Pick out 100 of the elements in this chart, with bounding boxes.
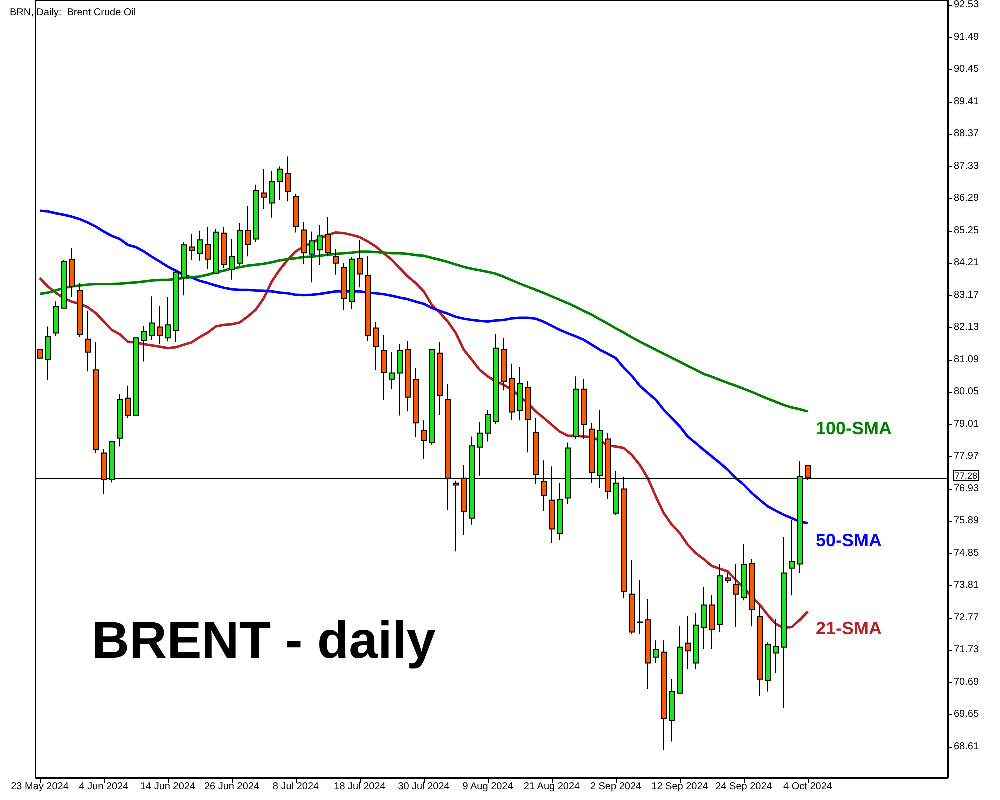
line-series (38, 210, 810, 525)
candlestick (501, 338, 507, 392)
candlestick (93, 342, 99, 454)
text: BRN, Daily: Brent Crude Oil (10, 8, 136, 18)
candlestick (637, 580, 643, 635)
candlestick (717, 564, 723, 633)
annotation: BRENT - daily (92, 612, 436, 670)
x-tick-label: 23 May 2024 (11, 782, 70, 792)
y-tick-label: 88.37 (954, 128, 980, 140)
y-tick-label: 70.69 (954, 676, 980, 688)
candlestick (189, 233, 195, 260)
x-tick-label: 26 Jun 2024 (204, 782, 260, 792)
series-label: 100-SMA (816, 418, 892, 439)
candlestick (77, 282, 83, 338)
candlestick (317, 224, 323, 266)
candlestick (221, 226, 227, 269)
candlestick (125, 385, 131, 419)
x-tick-label: 24 Sep 2024 (716, 782, 773, 792)
candlestick (781, 536, 787, 709)
candlestick (341, 262, 347, 312)
y-tick-label: 76.93 (954, 483, 980, 494)
candlestick (389, 352, 395, 390)
y-tick-label: 75.89 (954, 516, 980, 527)
candlestick (269, 170, 275, 218)
candlestick (557, 482, 563, 541)
y-tick-label: 83.17 (954, 290, 980, 301)
candlestick (357, 240, 363, 288)
candlestick (61, 260, 67, 309)
candlestick (293, 194, 299, 234)
series-label: 21-SMA (816, 618, 882, 639)
y-tick-label: 81.09 (954, 354, 980, 366)
candlestick (493, 334, 499, 425)
candlestick (733, 563, 739, 628)
y-tick-label: 89.41 (954, 96, 980, 108)
candlestick (725, 572, 731, 584)
candlestick (253, 184, 259, 243)
candlestick (509, 363, 515, 421)
y-tick-label: 80.05 (954, 386, 980, 398)
candlestick (661, 640, 667, 751)
candlestick (685, 616, 691, 670)
y-tick-label: 82.13 (954, 322, 980, 334)
candlestick (789, 519, 795, 596)
candlestick (397, 344, 403, 416)
x-tick-label: 8 Jul 2024 (272, 782, 320, 792)
candlestick (429, 349, 435, 446)
candlestick (53, 301, 59, 336)
candlestick (485, 410, 491, 442)
candlestick (421, 420, 427, 460)
x-tick-label: 21 Aug 2024 (524, 782, 581, 792)
y-tick-label: 72.77 (954, 612, 980, 624)
candlestick (349, 256, 355, 310)
candlestick (237, 222, 243, 266)
y-tick-label: 73.81 (954, 580, 980, 592)
y-tick-label: 92.53 (954, 0, 980, 11)
candlestick (333, 248, 339, 276)
candlestick (301, 222, 307, 265)
candlestick (653, 640, 659, 664)
candlestick (677, 626, 683, 694)
y-tick-label: 77.97 (954, 451, 980, 462)
y-tick-label: 74.85 (954, 548, 980, 559)
x-tick-label: 2 Sep 2024 (590, 782, 642, 792)
candlestick (757, 604, 763, 697)
x-tick-label: 30 Jul 2024 (398, 782, 450, 792)
candlestick (181, 242, 187, 296)
candlestick (309, 231, 315, 284)
candlestick (693, 612, 699, 670)
candlestick (213, 228, 219, 274)
ref-line-label: 77.28 (955, 471, 978, 482)
candlestick (133, 338, 139, 416)
candlestick (773, 618, 779, 674)
candlestick (437, 342, 443, 416)
candlestick (245, 206, 251, 258)
x-tick-label: 14 Jun 2024 (140, 782, 196, 792)
candlestick (197, 230, 203, 262)
candlestick (261, 168, 267, 210)
candlestick (285, 156, 291, 202)
candlestick (277, 166, 283, 201)
candlestick (709, 594, 715, 650)
candlestick (141, 326, 147, 362)
candlestick (701, 586, 707, 650)
candlestick (229, 238, 235, 280)
y-tick-label: 68.61 (954, 741, 980, 752)
candlestick (373, 322, 379, 371)
candlestick (765, 642, 771, 692)
candlestick (453, 480, 459, 552)
candlestick (405, 340, 411, 412)
candlestick (325, 216, 331, 258)
candlestick (645, 598, 651, 690)
y-tick-label: 85.25 (954, 225, 980, 236)
y-tick-label: 71.73 (954, 644, 980, 656)
x-tick-label: 12 Sep 2024 (652, 782, 709, 792)
y-tick-label: 90.45 (954, 64, 980, 76)
candlestick (365, 255, 371, 342)
candlestick (69, 248, 75, 298)
line-series (38, 250, 810, 413)
y-tick-label: 84.21 (954, 258, 980, 269)
candlestick (741, 544, 747, 602)
candlestick (477, 422, 483, 476)
x-tick-label: 18 Jul 2024 (334, 782, 386, 792)
candlestick (581, 378, 587, 440)
